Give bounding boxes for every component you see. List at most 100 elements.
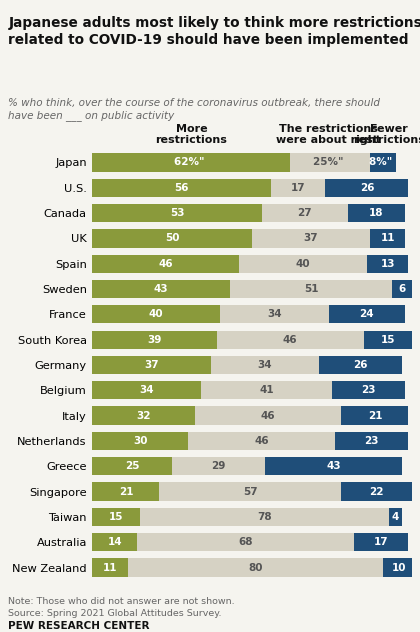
Bar (172, 457, 265, 475)
Text: 78: 78 (257, 512, 272, 522)
Text: 32: 32 (136, 411, 151, 421)
Text: 39: 39 (147, 335, 162, 344)
Text: 43: 43 (326, 461, 341, 471)
Text: 17: 17 (291, 183, 306, 193)
Bar (92, 331, 217, 349)
Text: 26: 26 (360, 183, 374, 193)
Text: 4: 4 (392, 512, 399, 522)
Bar (92, 406, 194, 425)
Text: More
restrictions: More restrictions (155, 124, 227, 145)
Text: The restrictions
were about right: The restrictions were about right (276, 124, 381, 145)
Bar (354, 533, 408, 551)
Bar (367, 255, 408, 273)
Bar (252, 229, 370, 248)
Text: 40: 40 (296, 258, 310, 269)
Bar (92, 179, 271, 197)
Text: 51: 51 (304, 284, 318, 294)
Text: 46: 46 (261, 411, 275, 421)
Text: % who think, over the course of the coronavirus outbreak, there should
have been: % who think, over the course of the coro… (8, 98, 381, 121)
Text: 15: 15 (109, 512, 123, 522)
Bar (370, 154, 396, 171)
Text: 10: 10 (391, 562, 406, 573)
Bar (92, 457, 172, 475)
Bar (92, 482, 160, 501)
Bar (92, 432, 188, 450)
Bar (239, 255, 367, 273)
Text: 40: 40 (149, 309, 163, 319)
Text: 57: 57 (243, 487, 258, 497)
Bar (194, 406, 341, 425)
Text: 21: 21 (119, 487, 133, 497)
Text: PEW RESEARCH CENTER: PEW RESEARCH CENTER (8, 621, 150, 631)
Text: 24: 24 (360, 309, 374, 319)
Text: 53: 53 (170, 208, 184, 218)
Bar (348, 204, 405, 222)
Text: 50: 50 (165, 233, 179, 243)
Text: 46: 46 (254, 436, 269, 446)
Bar (370, 229, 405, 248)
Text: 6: 6 (399, 284, 406, 294)
Text: 17: 17 (374, 537, 388, 547)
Bar (140, 507, 389, 526)
Text: 23: 23 (365, 436, 379, 446)
Bar (271, 179, 326, 197)
Text: 14: 14 (108, 537, 122, 547)
Bar (265, 457, 402, 475)
Text: 13: 13 (381, 258, 395, 269)
Bar (160, 482, 341, 501)
Text: 62%": 62%" (174, 157, 208, 167)
Text: 22: 22 (369, 487, 384, 497)
Bar (92, 381, 201, 399)
Text: 46: 46 (158, 258, 173, 269)
Bar (92, 255, 239, 273)
Text: Japanese adults most likely to think more restrictions
related to COVID-19 shoul: Japanese adults most likely to think mor… (8, 16, 420, 47)
Text: 25%": 25%" (313, 157, 347, 167)
Text: 26: 26 (353, 360, 368, 370)
Text: 11: 11 (381, 233, 395, 243)
Bar (332, 381, 405, 399)
Bar (230, 280, 392, 298)
Bar (383, 559, 415, 576)
Text: 46: 46 (283, 335, 298, 344)
Text: 29: 29 (211, 461, 226, 471)
Text: Note: Those who did not answer are not shown.
Source: Spring 2021 Global Attitud: Note: Those who did not answer are not s… (8, 597, 235, 618)
Text: 43: 43 (154, 284, 168, 294)
Bar (92, 356, 210, 374)
Bar (220, 305, 328, 324)
Bar (341, 406, 408, 425)
Text: 37: 37 (144, 360, 159, 370)
Bar (137, 533, 354, 551)
Bar (92, 559, 128, 576)
Text: 23: 23 (361, 386, 376, 395)
Bar (290, 154, 370, 171)
Text: 27: 27 (297, 208, 312, 218)
Text: 34: 34 (139, 386, 154, 395)
Bar (201, 381, 332, 399)
Bar (341, 482, 412, 501)
Bar (326, 179, 408, 197)
Bar (389, 507, 402, 526)
Bar (364, 331, 412, 349)
Text: 34: 34 (257, 360, 272, 370)
Text: 8%": 8%" (370, 157, 396, 167)
Bar (92, 154, 290, 171)
Bar (92, 305, 220, 324)
Text: 68: 68 (239, 537, 253, 547)
Bar (92, 507, 140, 526)
Bar (188, 432, 335, 450)
Text: 80: 80 (248, 562, 262, 573)
Text: 25: 25 (125, 461, 139, 471)
Bar (210, 356, 319, 374)
Text: 37: 37 (304, 233, 318, 243)
Bar (335, 432, 408, 450)
Text: 56: 56 (175, 183, 189, 193)
Bar (92, 229, 252, 248)
Bar (128, 559, 383, 576)
Bar (392, 280, 412, 298)
Text: 15: 15 (381, 335, 395, 344)
Text: Fewer
restrictions: Fewer restrictions (353, 124, 420, 145)
Text: 11: 11 (103, 562, 117, 573)
Bar (262, 204, 348, 222)
Bar (328, 305, 405, 324)
Bar (217, 331, 364, 349)
